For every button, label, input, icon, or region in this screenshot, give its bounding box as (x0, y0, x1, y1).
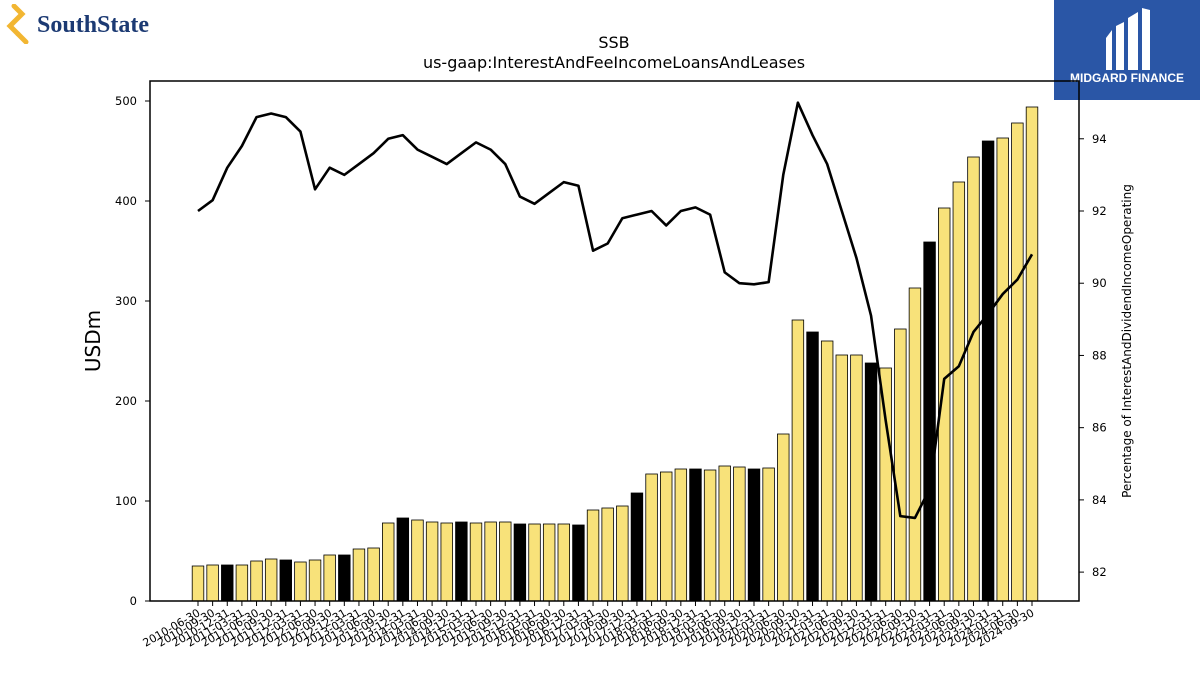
y2-tick-label: 84 (1092, 493, 1107, 507)
bar (191, 565, 205, 602)
bar (484, 521, 497, 602)
southstate-logo-text: SouthState (37, 12, 149, 38)
y2-axis-label: Percentage of InterestAndDividendIncomeO… (1120, 184, 1134, 498)
y-tick-label: 500 (115, 94, 137, 108)
bar (630, 492, 644, 602)
bar (894, 328, 907, 602)
bar (923, 241, 936, 602)
bar (908, 287, 922, 602)
y2-tick-label: 90 (1092, 276, 1107, 290)
chart-title: SSB (598, 33, 629, 52)
y-tick-label: 0 (130, 594, 137, 608)
y2-tick-label: 86 (1092, 421, 1107, 435)
y-axis: 0 100 200 300 400 500 (115, 94, 150, 608)
bar (879, 367, 892, 602)
midgard-logo-mark (1106, 8, 1150, 70)
bar (981, 140, 995, 602)
bar (250, 560, 263, 602)
southstate-logo-mark (6, 3, 29, 45)
bar (513, 523, 527, 602)
bar (864, 362, 878, 602)
bar (660, 471, 673, 602)
bar (352, 548, 366, 602)
bar (425, 521, 439, 602)
bar (557, 523, 570, 602)
bar (703, 469, 717, 602)
y2-axis: 82 84 86 88 90 92 94 (1079, 132, 1107, 579)
y2-tick-label: 82 (1092, 565, 1107, 579)
bar (791, 319, 805, 602)
y-tick-label: 200 (115, 394, 137, 408)
y2-tick-label: 88 (1092, 348, 1107, 362)
bar (820, 340, 834, 602)
bar (601, 507, 614, 602)
y2-tick-label: 92 (1092, 204, 1107, 218)
plot-frame (149, 80, 1080, 602)
bar (616, 505, 629, 602)
bar-series (191, 106, 1039, 602)
bar (264, 558, 278, 602)
bar (235, 564, 249, 602)
midgard-logo-text: MIDGARD FINANCE (1070, 71, 1184, 85)
chart-subtitle: us-gaap:InterestAndFeeIncomeLoansAndLeas… (423, 53, 805, 72)
bar (1025, 106, 1039, 602)
y-tick-label: 300 (115, 294, 137, 308)
bar (542, 523, 556, 602)
pct-line (197, 101, 1034, 520)
bar (586, 509, 600, 602)
bar (528, 523, 541, 602)
bar (308, 559, 322, 602)
bar (762, 467, 775, 602)
bar (645, 473, 658, 602)
bar (1011, 122, 1024, 602)
bar (469, 522, 483, 602)
y-tick-label: 100 (115, 494, 137, 508)
bar (777, 433, 790, 602)
bar (952, 181, 966, 602)
bar (338, 554, 351, 602)
southstate-logo: SouthState (4, 3, 194, 45)
y-tick-label: 400 (115, 194, 137, 208)
x-axis: 2010-06-302010-09-302010-12-312011-03-31… (141, 601, 1037, 650)
bar (806, 331, 819, 602)
bar (572, 524, 585, 602)
bar (996, 137, 1009, 602)
bar (206, 564, 219, 602)
bar (279, 559, 292, 602)
bar (411, 519, 424, 602)
bar (323, 554, 336, 602)
bar (835, 354, 848, 602)
bar (850, 354, 863, 602)
bar (396, 517, 410, 602)
bar (733, 466, 746, 602)
bar (718, 465, 731, 602)
bar (221, 564, 234, 602)
bar (440, 522, 453, 602)
y2-tick-label: 94 (1092, 132, 1107, 146)
bar (689, 468, 702, 602)
bar (294, 561, 307, 602)
bar (967, 156, 980, 602)
bar (499, 521, 512, 602)
bar (382, 522, 395, 602)
bar (747, 468, 761, 602)
line-series (197, 101, 1034, 520)
y-axis-label: USDm (81, 310, 105, 372)
bar (367, 547, 380, 602)
bar (674, 468, 688, 602)
bar (455, 521, 468, 602)
